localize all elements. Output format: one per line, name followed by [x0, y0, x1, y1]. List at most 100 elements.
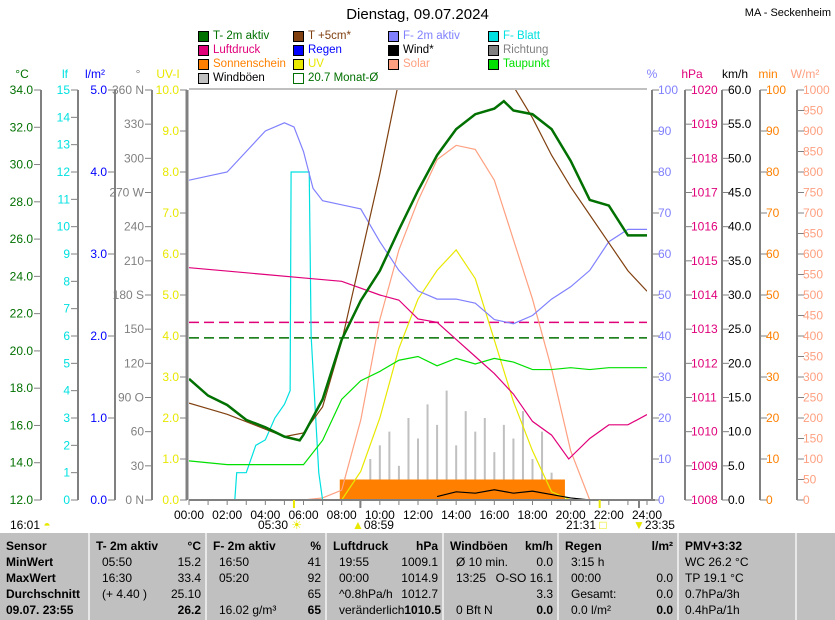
legend-label: T +5cm* [308, 30, 351, 42]
rain-tick-label: 1.0 [90, 411, 107, 425]
lf-tick-label: 8 [63, 274, 70, 288]
sun-tick-label: 100 [766, 83, 786, 97]
legend-swatch [198, 44, 209, 56]
x-tick-label: 02:00 [212, 508, 242, 522]
station-name: MA - Seckenheim [744, 7, 831, 19]
lf-tick-label: 4 [63, 384, 70, 398]
legend-item: Regen [293, 44, 342, 56]
solar-tick-label: 300 [803, 370, 823, 384]
summary-row: 16:30 33.4 [96, 571, 201, 587]
temp-tick-label: 24.0 [10, 269, 34, 283]
legend-swatch [198, 30, 209, 42]
lf-tick-label: 3 [63, 411, 70, 425]
dir-axis-unit: ° [136, 67, 141, 81]
legend-item: Windböen [198, 72, 265, 84]
lf-tick-label: 15 [57, 83, 71, 97]
dir-tick-label: 30 [131, 459, 145, 473]
cell-label: 00:00 [339, 571, 370, 585]
press-tick-label: 1020 [691, 83, 718, 97]
solar-tick-label: 150 [803, 432, 823, 446]
x-tick-label: 20:00 [556, 508, 586, 522]
summary-row: Ø 10 min. 0.0 [450, 555, 553, 571]
dir-tick-label: 180 S [113, 288, 144, 302]
column-header: PMV+3:32 [685, 539, 791, 555]
x-tick-label: 04:00 [250, 508, 280, 522]
temp-tick-label: 16.0 [10, 418, 34, 432]
legend-label: F- 2m aktiv [403, 30, 460, 42]
lf-tick-label: 1 [63, 466, 70, 480]
legend-swatch [293, 30, 304, 42]
uv-axis-unit: UV-I [156, 67, 179, 81]
legend-swatch [293, 44, 304, 56]
row-label: Sensor [6, 539, 47, 553]
sun-tick-label: 40 [766, 329, 780, 343]
legend-label: 20.7 Monat-Ø [308, 72, 379, 84]
wind-tick-label: 5.0 [728, 459, 745, 473]
cell-value: 0.0 [656, 571, 673, 585]
column-header: F- 2m aktiv% [213, 539, 321, 555]
hum-tick-label: 20 [658, 411, 672, 425]
sun-tick-label: 0 [766, 493, 773, 507]
temp-axis-unit: °C [15, 67, 29, 81]
solar-tick-label: 250 [803, 391, 823, 405]
cell-value: 1014.9 [401, 571, 438, 585]
cell-label: 0.4hPa/1h [685, 603, 740, 617]
wind-tick-label: 30.0 [728, 288, 752, 302]
cell-label: WC 26.2 °C [685, 555, 749, 569]
temp-tick-label: 26.0 [10, 232, 34, 246]
temp-tick-label: 32.0 [10, 120, 34, 134]
sunrise-time: 05:30 ☀ [258, 518, 303, 532]
series-t-2m-aktiv [189, 99, 647, 442]
column-header: T- 2m aktiv °C [96, 539, 201, 555]
x-tick-label: 18:00 [517, 508, 547, 522]
summary-row: 0.0 l/m² 0.0 [565, 603, 673, 619]
series-luftdruck [189, 267, 647, 460]
cell-value: O-SO 16.1 [495, 571, 553, 585]
legend-item: T +5cm* [293, 30, 351, 42]
uv-tick-label: 0.0 [162, 493, 179, 507]
summary-row: 3.3 [450, 587, 553, 603]
legend-label: F- Blatt [503, 30, 541, 42]
legend-label: UV [308, 58, 324, 70]
lf-tick-label: 7 [63, 302, 70, 316]
column-title: Regen [565, 539, 602, 553]
dir-tick-label: 90 O [118, 391, 144, 405]
cell-label: 05:50 [102, 555, 133, 569]
rain-tick-label: 4.0 [90, 165, 107, 179]
wind-tick-label: 55.0 [728, 117, 752, 131]
summary-column: PMV+3:32 WC 26.2 °C TP 19.1 °C 0.7hPa/3h 0.4… [677, 533, 795, 620]
legend-swatch [488, 44, 499, 56]
summary-row: ^0.8hPa/h 1012.7 [333, 587, 438, 603]
cell-label: 13:25 [456, 571, 487, 585]
sun-tick-label: 90 [766, 124, 780, 138]
wind-tick-label: 45.0 [728, 186, 752, 200]
uv-tick-label: 9.0 [162, 124, 179, 138]
lf-tick-label: 2 [63, 438, 70, 452]
dir-tick-label: 60 [131, 425, 145, 439]
summary-row: 00:00 0.0 [565, 571, 673, 587]
press-tick-label: 1015 [691, 254, 718, 268]
sun-tick-label: 50 [766, 288, 780, 302]
x-tick-label: 16:00 [479, 508, 509, 522]
legend-label: T- 2m aktiv [213, 30, 270, 42]
dir-tick-label: 150 [124, 322, 144, 336]
rain-tick-label: 2.0 [90, 329, 107, 343]
dir-tick-label: 300 [124, 151, 144, 165]
legend-label: Solar [403, 58, 430, 70]
lf-tick-label: 0 [63, 493, 70, 507]
cell-label: ^0.8hPa/h [339, 587, 393, 601]
legend-item: Luftdruck [198, 44, 260, 56]
cell-value: 0.0 [536, 603, 553, 617]
moonset-time: 16:01 ◓ [10, 518, 51, 532]
legend-label: Luftdruck [213, 44, 261, 56]
summary-row: 0.7hPa/3h [685, 587, 791, 603]
lf-tick-label: 12 [57, 165, 71, 179]
legend-label: Sonnenschein [213, 58, 286, 70]
x-tick-label: 24:00 [632, 508, 662, 522]
wind-tick-label: 60.0 [728, 83, 752, 97]
column-unit: hPa [415, 539, 438, 553]
cell-label [450, 587, 456, 603]
sun-axis-unit: min [758, 67, 777, 81]
x-tick-label: 06:00 [288, 508, 318, 522]
legend-item: Richtung [488, 44, 548, 56]
